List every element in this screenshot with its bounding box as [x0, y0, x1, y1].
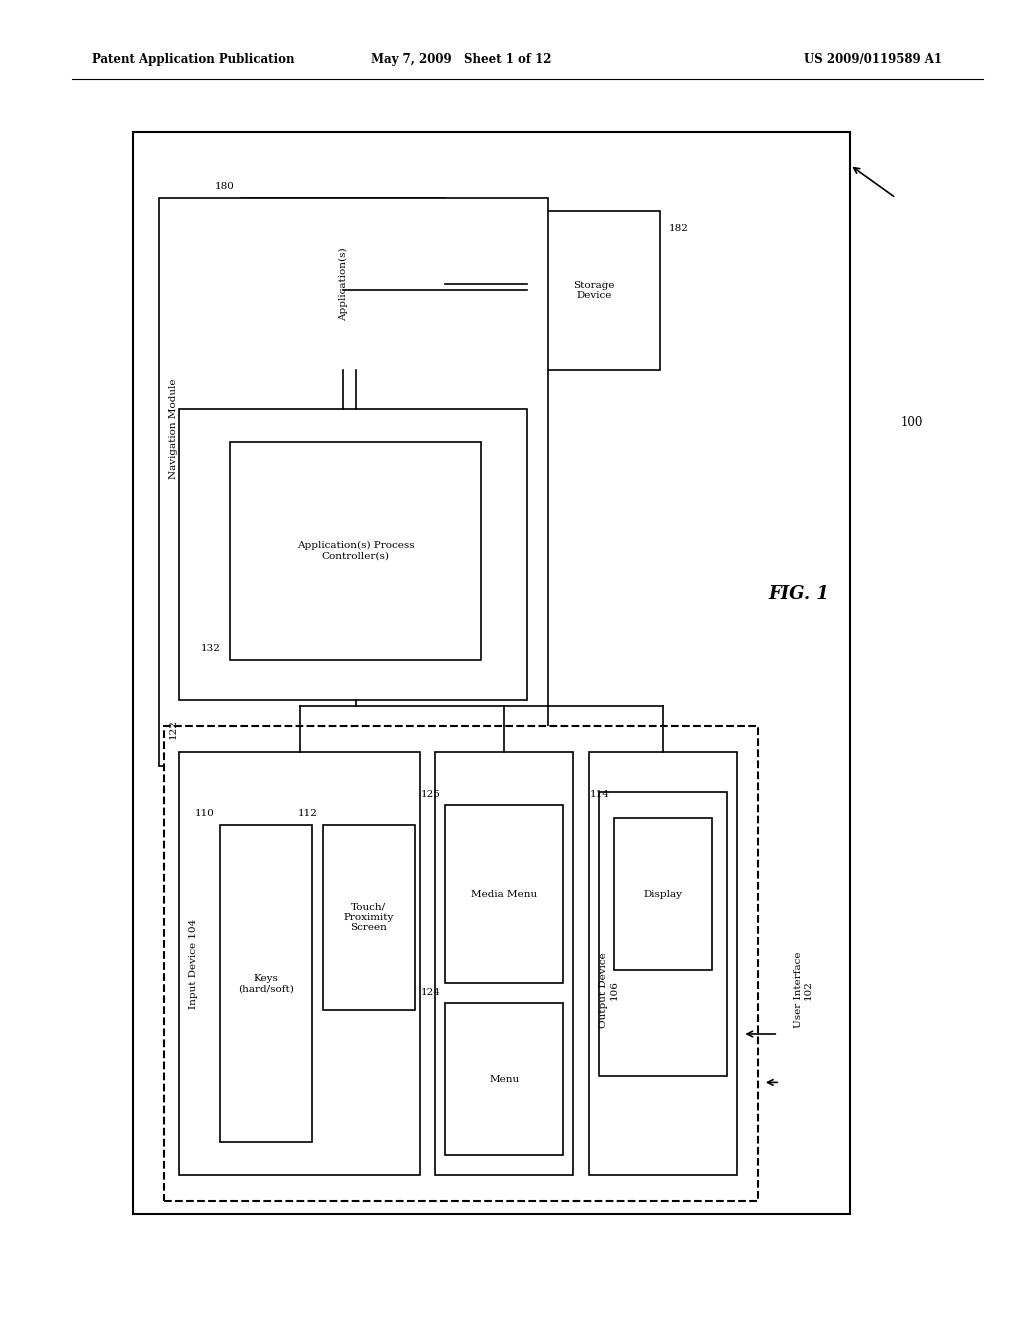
FancyBboxPatch shape: [159, 198, 548, 766]
FancyBboxPatch shape: [230, 442, 481, 660]
FancyBboxPatch shape: [527, 211, 660, 370]
FancyBboxPatch shape: [241, 198, 445, 370]
Text: Media Menu: Media Menu: [471, 890, 538, 899]
Text: 180: 180: [215, 182, 234, 191]
Text: 182: 182: [669, 224, 688, 234]
Text: 132: 132: [201, 644, 220, 653]
FancyBboxPatch shape: [445, 1003, 563, 1155]
FancyBboxPatch shape: [179, 752, 420, 1175]
Text: Output Device
106: Output Device 106: [599, 952, 618, 1028]
Text: US 2009/0119589 A1: US 2009/0119589 A1: [804, 53, 942, 66]
Text: Patent Application Publication: Patent Application Publication: [92, 53, 295, 66]
Text: 100: 100: [901, 416, 924, 429]
Text: Display: Display: [643, 890, 683, 899]
Text: Application(s) Process
Controller(s): Application(s) Process Controller(s): [297, 541, 415, 561]
FancyBboxPatch shape: [589, 752, 737, 1175]
Text: Application(s): Application(s): [339, 247, 347, 321]
FancyBboxPatch shape: [599, 792, 727, 1076]
Text: Keys
(hard/soft): Keys (hard/soft): [239, 974, 294, 993]
Text: May 7, 2009   Sheet 1 of 12: May 7, 2009 Sheet 1 of 12: [371, 53, 551, 66]
Text: Touch/
Proximity
Screen: Touch/ Proximity Screen: [343, 903, 394, 932]
Text: 110: 110: [196, 809, 215, 818]
FancyBboxPatch shape: [220, 825, 312, 1142]
Text: FIG. 1: FIG. 1: [768, 585, 829, 603]
FancyBboxPatch shape: [133, 132, 850, 1214]
Text: Input Device 104: Input Device 104: [189, 919, 199, 1008]
Text: 112: 112: [298, 809, 317, 818]
Text: 122: 122: [169, 719, 178, 739]
Text: Menu: Menu: [489, 1074, 519, 1084]
FancyBboxPatch shape: [614, 818, 712, 970]
Text: User Interface
102: User Interface 102: [794, 952, 813, 1028]
FancyBboxPatch shape: [435, 752, 573, 1175]
FancyBboxPatch shape: [179, 409, 527, 700]
Text: 114: 114: [590, 789, 609, 799]
FancyBboxPatch shape: [164, 726, 758, 1201]
Text: 125: 125: [421, 789, 440, 799]
Text: Storage
Device: Storage Device: [573, 281, 614, 300]
FancyBboxPatch shape: [445, 805, 563, 983]
Text: Navigation Module: Navigation Module: [169, 379, 178, 479]
Text: 124: 124: [421, 987, 440, 997]
FancyBboxPatch shape: [323, 825, 415, 1010]
